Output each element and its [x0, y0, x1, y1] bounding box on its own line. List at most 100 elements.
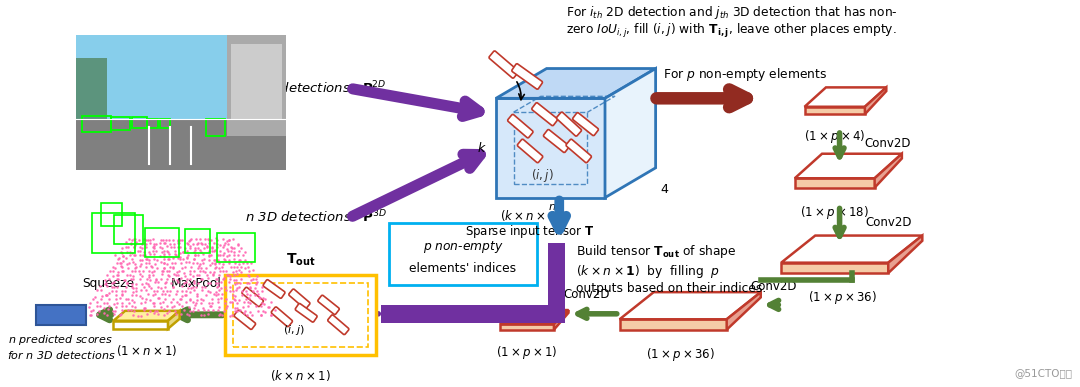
- Point: [197, 241, 214, 247]
- Point: [125, 236, 143, 242]
- Point: [184, 273, 201, 279]
- Point: [206, 247, 224, 253]
- Point: [151, 252, 168, 259]
- Point: [96, 281, 113, 287]
- Point: [104, 272, 121, 279]
- Point: [164, 265, 181, 271]
- Point: [146, 251, 163, 257]
- Point: [232, 264, 249, 271]
- Point: [228, 287, 245, 293]
- Point: [145, 272, 162, 278]
- Point: [118, 255, 135, 262]
- Point: [94, 293, 111, 299]
- Point: [156, 260, 173, 266]
- Point: [89, 287, 106, 293]
- Text: For $p$ non-empty elements: For $p$ non-empty elements: [663, 67, 827, 84]
- Point: [132, 263, 149, 269]
- Point: [126, 252, 144, 258]
- Point: [194, 312, 212, 319]
- Polygon shape: [781, 263, 888, 273]
- Point: [97, 292, 114, 298]
- Point: [119, 307, 136, 313]
- Point: [161, 241, 178, 247]
- Point: [179, 252, 197, 258]
- Point: [108, 260, 125, 266]
- Point: [148, 277, 165, 283]
- Point: [208, 284, 226, 290]
- Point: [120, 300, 137, 306]
- Point: [167, 291, 185, 297]
- Point: [186, 245, 203, 251]
- Point: [229, 241, 246, 247]
- FancyBboxPatch shape: [556, 112, 581, 136]
- Point: [163, 260, 180, 266]
- Point: [80, 304, 97, 310]
- Point: [176, 273, 193, 279]
- Point: [175, 280, 192, 286]
- Point: [231, 257, 248, 263]
- Point: [201, 303, 218, 309]
- Point: [160, 251, 177, 257]
- Point: [164, 296, 181, 302]
- Point: [187, 252, 204, 259]
- Point: [173, 236, 190, 243]
- Point: [166, 308, 184, 314]
- Point: [138, 296, 156, 302]
- Point: [106, 301, 123, 307]
- Point: [164, 255, 181, 261]
- Point: [186, 278, 203, 284]
- Point: [183, 285, 200, 291]
- Point: [102, 268, 119, 274]
- Point: [229, 241, 246, 248]
- Point: [114, 257, 132, 264]
- Point: [189, 252, 206, 259]
- Point: [186, 252, 203, 259]
- Point: [185, 308, 202, 314]
- Point: [224, 299, 241, 305]
- Point: [137, 259, 154, 265]
- Point: [179, 248, 197, 254]
- Point: [145, 288, 162, 294]
- Point: [121, 272, 138, 278]
- Point: [221, 272, 239, 279]
- Point: [137, 256, 154, 262]
- Point: [243, 277, 260, 283]
- Point: [256, 309, 273, 315]
- Point: [208, 244, 226, 250]
- Point: [189, 291, 206, 297]
- Point: [167, 272, 185, 278]
- Point: [161, 268, 178, 274]
- Point: [173, 296, 190, 302]
- Point: [145, 244, 162, 250]
- Point: [145, 245, 162, 251]
- Point: [145, 303, 162, 309]
- Point: [165, 284, 183, 290]
- Point: [135, 305, 152, 311]
- Point: [221, 284, 239, 291]
- Point: [124, 312, 141, 318]
- Point: [216, 300, 233, 306]
- Point: [168, 277, 186, 283]
- Point: [194, 305, 212, 311]
- Point: [192, 249, 210, 255]
- Point: [178, 240, 195, 246]
- Point: [205, 248, 222, 254]
- Text: $(1 \times n \times 1)$: $(1 \times n \times 1)$: [116, 342, 177, 358]
- Point: [220, 257, 238, 263]
- Point: [175, 269, 192, 276]
- Point: [141, 240, 159, 247]
- Point: [167, 311, 185, 317]
- Point: [143, 284, 160, 291]
- Point: [173, 312, 190, 318]
- Bar: [111, 118, 131, 130]
- Point: [89, 299, 106, 305]
- Point: [168, 288, 186, 294]
- Point: [131, 248, 148, 254]
- Text: For $i_{th}$ 2D detection and $j_{th}$ 3D detection that has non-: For $i_{th}$ 2D detection and $j_{th}$ 3…: [566, 4, 897, 21]
- Point: [173, 265, 190, 271]
- Point: [181, 237, 199, 243]
- Point: [175, 307, 192, 313]
- Point: [124, 281, 141, 287]
- Point: [165, 243, 183, 250]
- Point: [193, 287, 211, 293]
